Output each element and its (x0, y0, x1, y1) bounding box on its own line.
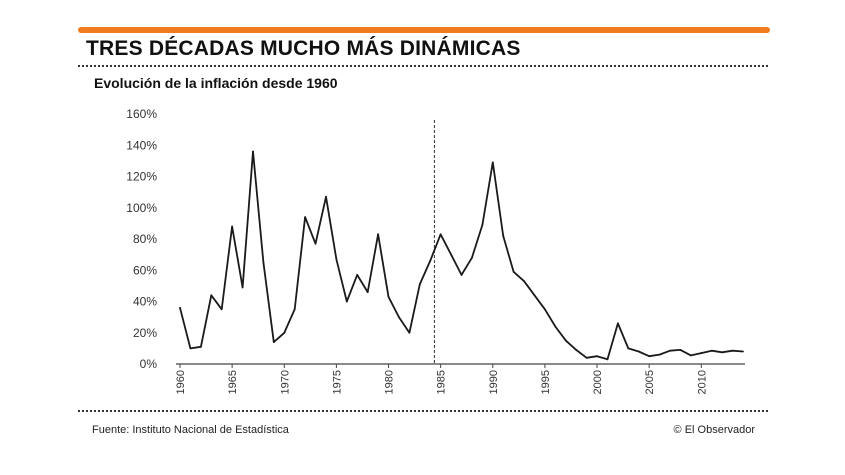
source-note: Fuente: Instituto Nacional de Estadístic… (92, 424, 289, 436)
data-point (293, 308, 296, 311)
data-point (564, 339, 567, 342)
series-line-inflacion (179, 150, 744, 361)
data-point (596, 355, 598, 358)
data-point (199, 345, 202, 348)
data-point (377, 233, 379, 236)
data-point (460, 274, 463, 276)
data-point (512, 270, 515, 273)
data-point (471, 256, 473, 259)
data-point (523, 280, 525, 283)
x-axis: 1960 1965 1970 1975 1980 1985 1990 1995 2000 2005… (175, 363, 745, 394)
y-tick-label: 140% (126, 138, 157, 152)
data-point (231, 225, 234, 228)
data-point (710, 349, 713, 352)
data-point (616, 322, 619, 325)
data-point (304, 216, 307, 219)
data-point (398, 316, 400, 319)
data-point (658, 353, 661, 356)
y-tick-label: 100% (126, 201, 157, 215)
x-tick-label: 1980 (384, 370, 396, 394)
y-tick-label: 60% (133, 263, 157, 277)
data-point (356, 274, 359, 276)
data-point (179, 306, 181, 309)
data-point (689, 354, 692, 357)
data-point (450, 253, 452, 256)
credit-note: © El Observador (673, 424, 755, 436)
data-point (731, 349, 734, 352)
data-point (387, 295, 390, 298)
y-tick-label: 160% (126, 107, 157, 121)
y-tick-label: 20% (133, 326, 157, 340)
data-point (700, 352, 703, 354)
data-point (679, 349, 682, 351)
x-tick-label: 1985 (436, 370, 448, 394)
x-tick-label: 1965 (227, 370, 239, 394)
x-tick-label: 1960 (175, 370, 187, 394)
data-point (429, 259, 432, 262)
accent-top-bar (78, 27, 770, 33)
data-point (345, 300, 348, 303)
data-point (669, 349, 671, 352)
data-point (721, 351, 724, 354)
headline: TRES DÉCADAS MUCHO MÁS DINÁMICAS (86, 37, 521, 60)
data-point (585, 356, 588, 359)
data-point (325, 195, 327, 198)
x-tick-label: 2010 (696, 370, 708, 394)
series-group (179, 150, 744, 361)
y-tick-label: 40% (133, 295, 157, 309)
data-point (314, 242, 317, 245)
data-point (272, 341, 275, 344)
data-point (241, 286, 244, 289)
x-tick-label: 1995 (540, 370, 552, 394)
dotted-divider-bottom (78, 410, 768, 412)
data-point (408, 331, 411, 334)
data-point (648, 355, 651, 358)
data-point (575, 349, 578, 351)
data-point (544, 308, 546, 311)
data-point (189, 347, 192, 350)
chart-subtitle: Evolución de la inflación desde 1960 (94, 75, 338, 91)
data-point (262, 261, 265, 264)
data-point (366, 291, 369, 294)
data-point (220, 308, 223, 311)
x-tick-label: 1970 (279, 370, 291, 394)
x-tick-label: 1975 (331, 370, 343, 394)
y-tick-label: 120% (126, 170, 157, 184)
data-point (283, 331, 286, 334)
data-point (502, 234, 505, 237)
data-point (554, 325, 557, 328)
data-point (491, 161, 494, 164)
data-point (742, 350, 744, 353)
data-point (252, 150, 254, 153)
data-point (637, 350, 640, 353)
data-point (481, 224, 484, 226)
data-point (335, 258, 338, 261)
data-point (533, 294, 536, 297)
x-tick-label: 1990 (488, 370, 500, 394)
data-point (439, 233, 442, 236)
data-point (210, 294, 213, 297)
y-axis: 0% 20% 40% 60% 80% 100% 120% 140% 160% (126, 107, 157, 371)
x-tick-label: 2000 (592, 370, 604, 394)
y-tick-label: 0% (140, 357, 158, 371)
data-point (606, 358, 609, 361)
data-point (627, 347, 630, 350)
data-point (418, 283, 421, 286)
y-tick-label: 80% (133, 232, 157, 246)
dotted-divider-top (78, 65, 768, 67)
x-tick-label: 2005 (644, 370, 656, 394)
